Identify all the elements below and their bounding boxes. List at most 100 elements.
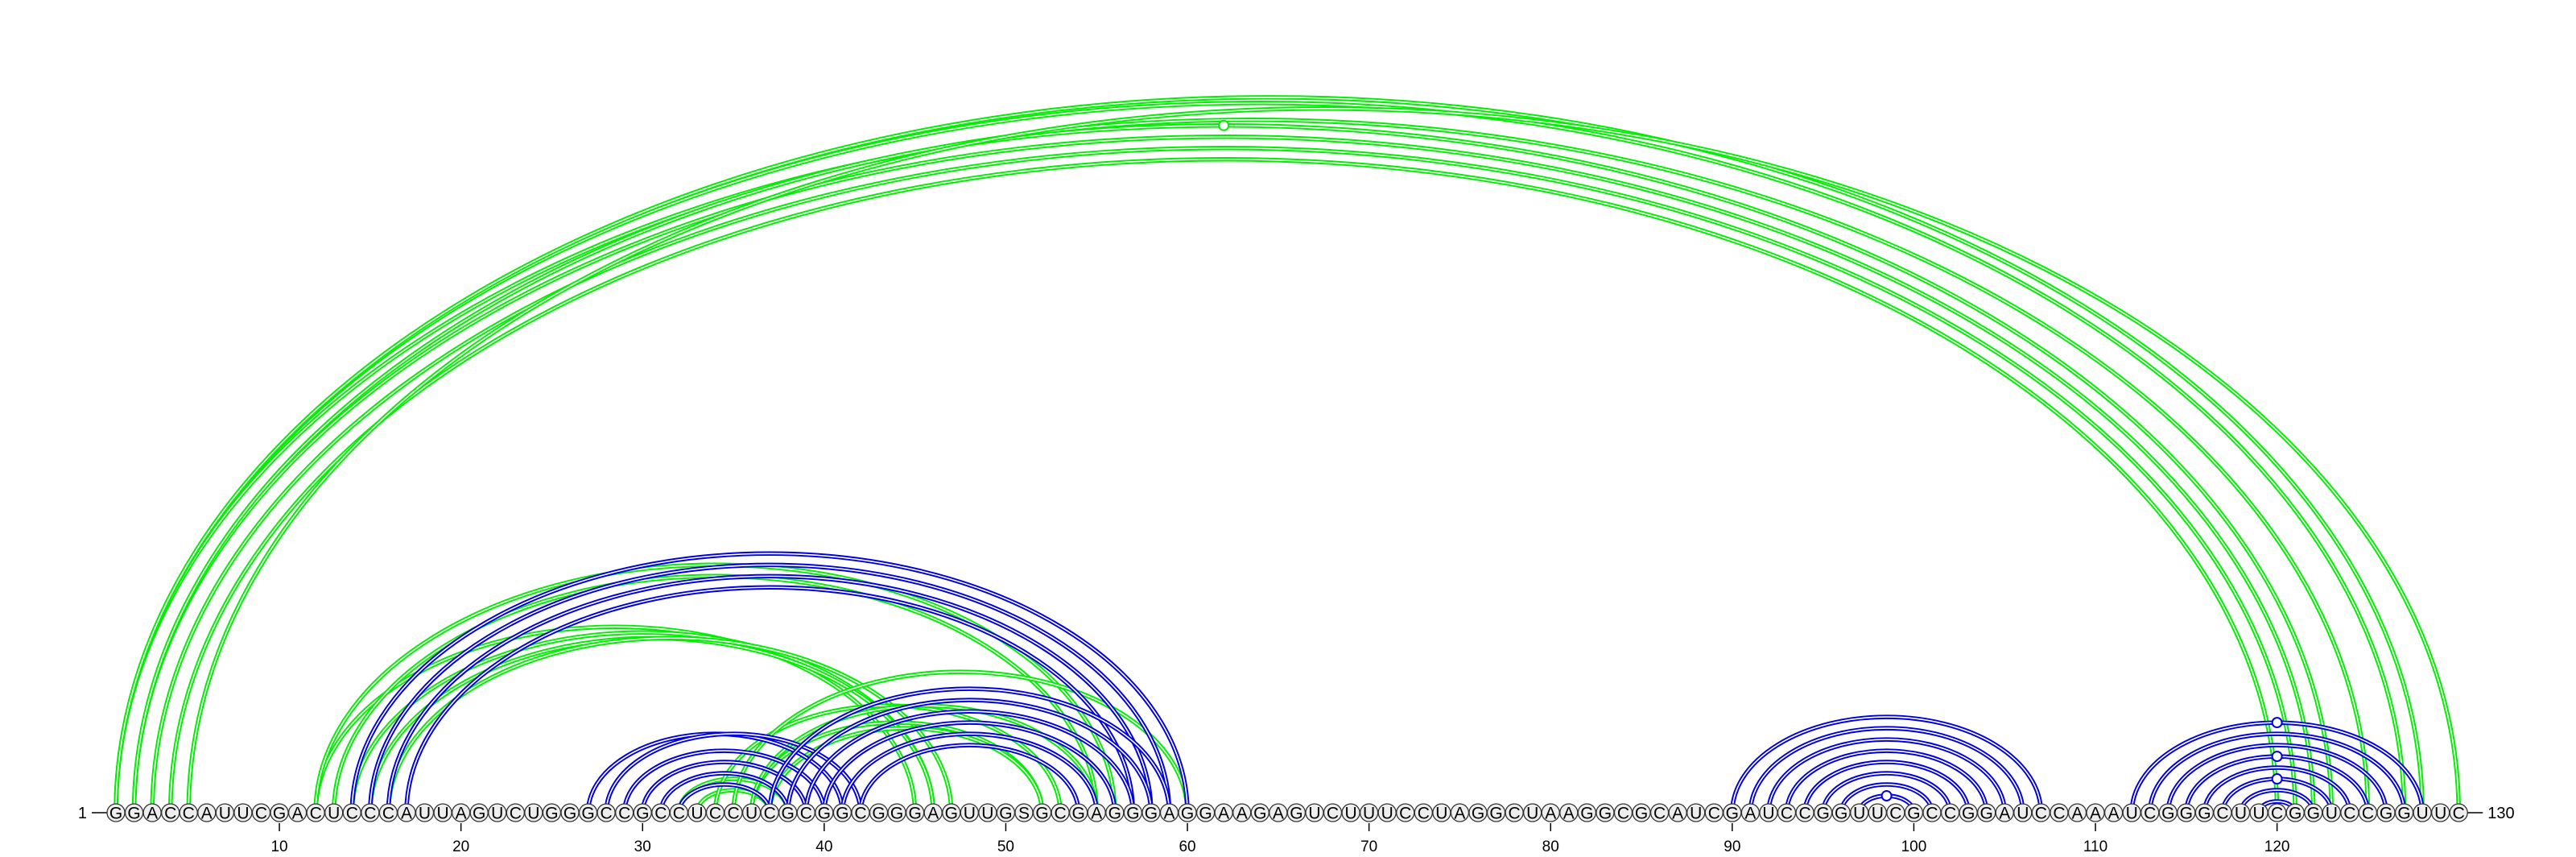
nucleotide-letter: C (764, 805, 776, 823)
nucleotide-letter: A (2090, 805, 2101, 823)
nucleotide-118: U (2231, 803, 2251, 823)
nucleotide-86: C (1649, 803, 1670, 823)
blue-arc-marker-117-123 (2271, 773, 2283, 785)
nucleotide-85: G (1632, 803, 1651, 823)
nucleotide-letter: G (1980, 805, 1993, 823)
nucleotide-67: U (1305, 803, 1324, 823)
blue-arc-116-124 (2202, 765, 2352, 814)
nucleotide-letter: G (1290, 805, 1302, 823)
nucleotide-58: G (1141, 803, 1161, 823)
nucleotide-104: G (1977, 803, 1996, 823)
nucleotide-36: U (741, 803, 762, 823)
blue-arc-95-102 (1820, 771, 1953, 814)
nucleotide-120: C (2267, 803, 2287, 823)
green-arc-5-130 (186, 106, 2461, 814)
nucleotide-72: C (1396, 803, 1415, 823)
nucleotide-letter: G (836, 805, 848, 823)
nucleotide-letter: C (2035, 805, 2047, 823)
nucleotide-letter: U (237, 805, 249, 823)
blue-arc-113-127 (2147, 731, 2407, 814)
nucleotide-56: G (1105, 803, 1125, 823)
nucleotide-letter: U (2252, 805, 2264, 823)
nucleotide-2: G (124, 803, 144, 823)
blue-arc-31-38 (658, 771, 791, 814)
nucleotide-letter: G (945, 805, 958, 823)
nucleotide-letter: U (1762, 805, 1774, 823)
nucleotide-letter: C (510, 805, 522, 823)
nucleotide-letter: C (1418, 805, 1430, 823)
nucleotide-64: G (1250, 803, 1269, 823)
nucleotide-letter: U (1308, 805, 1320, 823)
nucleotide-43: G (869, 803, 889, 823)
green-arc-2-125 (131, 118, 2371, 814)
nucleotide-letter: U (328, 805, 340, 823)
nucleotide-letter: G (999, 805, 1012, 823)
blue-arc-96-101 (1839, 782, 1934, 814)
nucleotide-letter: C (2343, 805, 2355, 823)
tick-120: 120 (2264, 823, 2290, 855)
nucleotide-letter: U (2326, 805, 2338, 823)
nucleotide-letter: U (1690, 805, 1702, 823)
nucleotide-letter: C (854, 805, 866, 823)
nucleotide-letter: G (564, 805, 576, 823)
green-arc-12-56 (313, 562, 1117, 814)
blue-arc-93-104 (1784, 748, 1989, 814)
nucleotide-45: G (905, 803, 925, 823)
nucleotide-23: C (506, 803, 525, 823)
nucleotide-3: A (142, 803, 162, 823)
nucleotide-91: A (1740, 803, 1761, 823)
nucleotide-letter: A (456, 805, 467, 823)
sequence-end-label: 130 (2487, 805, 2514, 822)
nucleotide-letter: U (2017, 805, 2029, 823)
nucleotide-letter: G (2397, 805, 2410, 823)
nucleotide-50: G (996, 803, 1016, 823)
nucleotide-letter: U (491, 805, 503, 823)
nucleotide-letter: C (1055, 805, 1067, 823)
nucleotide-4: C (161, 803, 180, 823)
nucleotide-48: U (960, 803, 979, 823)
nucleotide-63: A (1232, 803, 1252, 823)
nucleotide-122: G (2304, 803, 2323, 823)
nucleotide-letter: U (981, 805, 993, 823)
nucleotide-letter: C (1944, 805, 1956, 823)
tick-label: 30 (634, 838, 651, 855)
tick-label: 120 (2264, 838, 2290, 855)
blue-arc-marker-97-100 (1880, 790, 1893, 802)
nucleotide-54: G (1069, 803, 1088, 823)
tick-10: 10 (270, 823, 288, 855)
blue-arc-marker-112-128 (2271, 717, 2283, 729)
green-arc-1-127 (114, 101, 2407, 814)
nucleotide-letter: G (1635, 805, 1648, 823)
nucleotide-letter: A (1454, 805, 1465, 823)
nucleotide-letter: G (782, 805, 795, 823)
nucleotide-letter: C (2144, 805, 2156, 823)
nucleotide-letter: U (691, 805, 703, 823)
blue-arc-91-106 (1748, 726, 2025, 814)
position-ticks: 10 20 30 40 50 60 70 80 90 100 110 120 (270, 823, 2289, 855)
blue-arc-114-126 (2165, 743, 2388, 814)
nucleotide-116: G (2194, 803, 2215, 823)
blue-arc-94-103 (1802, 760, 1971, 814)
nucleotide-letter: C (1653, 805, 1666, 823)
nucleotide-26: G (560, 803, 580, 823)
nucleotide-letter: G (1072, 805, 1085, 823)
nucleotide-81: A (1559, 803, 1579, 823)
nucleotide-letter: G (581, 805, 594, 823)
tick-30: 30 (634, 823, 651, 855)
nucleotide-letter: C (382, 805, 394, 823)
nucleotide-letter: G (636, 805, 649, 823)
nucleotide-letter: C (183, 805, 195, 823)
nucleotide-letter: C (364, 805, 376, 823)
nucleotide-letter: G (1181, 805, 1194, 823)
nucleotide-111: A (2103, 803, 2124, 823)
nucleotide-letter: C (709, 805, 721, 823)
nucleotide-letter: C (1889, 805, 1901, 823)
nucleotide-letter: G (1835, 805, 1847, 823)
nucleotide-letter: G (1489, 805, 1502, 823)
nucleotide-92: U (1759, 803, 1778, 823)
nucleotide-10: G (270, 803, 289, 823)
nucleotide-letter: C (1798, 805, 1810, 823)
nucleotide-letter: G (890, 805, 903, 823)
tick-label: 50 (997, 838, 1014, 855)
